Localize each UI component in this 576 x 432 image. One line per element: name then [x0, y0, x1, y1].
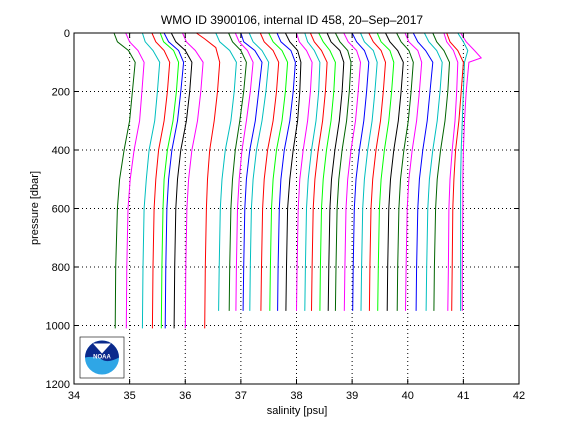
- profile-line-35: [432, 32, 451, 311]
- profile-line-28: [368, 32, 387, 311]
- profile-line-26: [351, 32, 370, 311]
- profile-line-12: [234, 32, 254, 311]
- x-tick-label: 38: [290, 390, 302, 402]
- y-tick-label: 1000: [46, 321, 70, 333]
- profile-line-14: [248, 32, 270, 311]
- profile-line-18: [284, 32, 302, 311]
- profile-line-8: [182, 32, 204, 329]
- y-tick-label: 1200: [46, 379, 70, 391]
- profile-line-11: [228, 32, 247, 311]
- profile-line-16: [268, 32, 289, 311]
- profile-line-17: [276, 32, 296, 311]
- x-tick-label: 36: [179, 390, 191, 402]
- profile-line-38: [457, 32, 469, 311]
- profile-line-39: [460, 32, 483, 311]
- profile-line-1: [113, 32, 136, 329]
- profile-line-24: [334, 32, 352, 311]
- x-axis-label: salinity [psu]: [267, 405, 328, 417]
- profile-line-3: [141, 32, 161, 329]
- noaa-logo: NOAA: [79, 336, 125, 379]
- x-tick-label: 41: [457, 390, 469, 402]
- series-lines: [113, 32, 483, 329]
- profile-line-20: [304, 32, 321, 311]
- profile-line-33: [412, 32, 434, 311]
- profile-line-9: [196, 32, 221, 329]
- chart-title: WMO ID 3900106, internal ID 458, 20–Sep–…: [161, 13, 423, 27]
- y-tick-label: 800: [52, 262, 70, 274]
- logo-text: NOAA: [93, 355, 111, 361]
- y-axis-label: pressure [dbar]: [29, 171, 41, 245]
- profile-line-27: [360, 32, 378, 311]
- profile-line-19: [296, 32, 313, 311]
- x-tick-label: 42: [513, 390, 525, 402]
- profile-line-32: [404, 32, 423, 311]
- logo-gull: [93, 343, 111, 354]
- profile-line-4: [151, 32, 171, 329]
- profile-line-23: [326, 32, 345, 311]
- profile-line-13: [240, 32, 263, 311]
- profile-line-25: [343, 32, 362, 311]
- profile-line-30: [385, 32, 404, 311]
- profile-line-6: [163, 32, 185, 329]
- y-tick-label: 200: [52, 87, 70, 99]
- profile-line-5: [159, 32, 180, 329]
- profile-line-34: [423, 32, 443, 311]
- axis-ticks: 34 35 36 37 38 39 40 41 42 0 200 400 600 800 1000 1200: [46, 28, 526, 402]
- profile-line-15: [259, 32, 280, 311]
- profile-line-7: [170, 32, 193, 329]
- profile-line-22: [318, 32, 336, 311]
- profile-line-31: [396, 32, 414, 311]
- x-tick-label: 35: [124, 390, 136, 402]
- profile-line-10: [215, 32, 237, 311]
- y-tick-label: 0: [64, 28, 70, 40]
- y-tick-label: 400: [52, 145, 70, 157]
- x-tick-label: 34: [68, 390, 80, 402]
- x-tick-label: 39: [346, 390, 358, 402]
- x-tick-label: 40: [402, 390, 414, 402]
- profile-line-29: [376, 32, 395, 311]
- x-tick-label: 37: [235, 390, 247, 402]
- y-tick-label: 600: [52, 204, 70, 216]
- profile-line-37: [446, 32, 464, 311]
- profile-line-2: [125, 32, 145, 329]
- profile-line-21: [309, 32, 328, 311]
- profile-line-36: [443, 32, 459, 311]
